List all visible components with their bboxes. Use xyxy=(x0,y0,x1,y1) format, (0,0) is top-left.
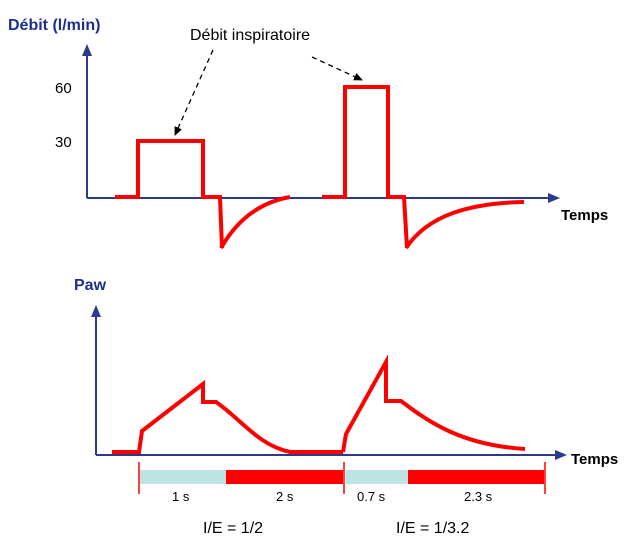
cycle1-expiration-bar xyxy=(226,470,343,484)
flow-wave-expiration-1 xyxy=(219,195,291,249)
paw-axis-label: Paw xyxy=(74,277,107,294)
annotation-arrow-1 xyxy=(174,49,214,136)
flow-tick-60: 60 xyxy=(55,80,72,97)
paw-wave-inspiration-1 xyxy=(112,379,217,454)
cycle2-expiration-bar xyxy=(408,470,544,484)
flow-y-axis-arrowhead xyxy=(82,44,92,56)
cycle2-inspiration-bar xyxy=(346,470,408,484)
paw-time-label: Temps xyxy=(571,451,618,468)
paw-x-axis-arrowhead xyxy=(555,450,567,460)
paw-y-axis-arrowhead xyxy=(91,305,101,317)
cycle1-ie-ratio: I/E = 1/2 xyxy=(203,520,263,537)
cycle2-insp-duration: 0.7 s xyxy=(357,489,386,504)
inspiratory-flow-annotation: Débit inspiratoire xyxy=(190,27,310,44)
cycle1-inspiration-bar xyxy=(140,470,226,484)
flow-axis-label: Débit (l/min) xyxy=(8,17,100,34)
paw-wave-expiration-1 xyxy=(214,400,343,454)
flow-tick-30: 30 xyxy=(55,134,72,151)
cycle1-insp-duration: 1 s xyxy=(172,489,190,504)
flow-wave-inspiration-1 xyxy=(115,139,224,249)
annotation-arrow-2 xyxy=(311,56,363,81)
cycle1-exp-duration: 2 s xyxy=(276,489,294,504)
flow-wave-expiration-2 xyxy=(404,200,525,250)
paw-wave-expiration-2 xyxy=(399,399,526,451)
flow-time-label: Temps xyxy=(561,207,608,224)
paw-wave-inspiration-2 xyxy=(341,354,402,453)
flow-wave-inspiration-2 xyxy=(322,85,409,249)
cycle2-exp-duration: 2.3 s xyxy=(464,489,493,504)
flow-x-axis-arrowhead xyxy=(548,193,560,203)
cycle2-ie-ratio: I/E = 1/3.2 xyxy=(396,520,469,537)
